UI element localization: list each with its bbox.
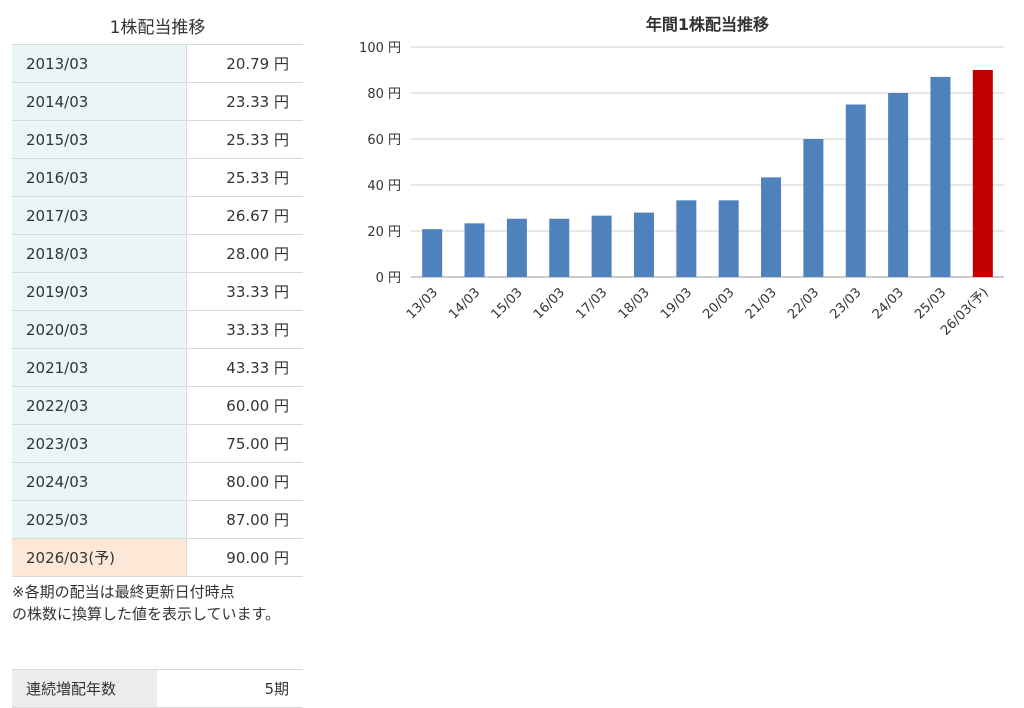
bar bbox=[464, 223, 485, 277]
table-row: 2023/03 75.00 円 bbox=[12, 424, 303, 463]
x-tick-label: 19/03 bbox=[658, 285, 695, 322]
chart-svg: 年間1株配当推移 0 円 20 円 40 円 60 円 80 円 100 円 13/03 14/… bbox=[359, 15, 1004, 339]
dividend-value-cell: 90.00 円 bbox=[186, 538, 303, 577]
bar bbox=[506, 218, 527, 277]
table-row: 2021/03 43.33 円 bbox=[12, 348, 303, 387]
table-row: 2017/03 26.67 円 bbox=[12, 196, 303, 235]
footnote-line-1: ※各期の配当は最終更新日付時点 bbox=[12, 583, 235, 601]
x-tick-label: 16/03 bbox=[531, 285, 568, 322]
table-row: 2018/03 28.00 円 bbox=[12, 234, 303, 273]
dividend-value-cell: 43.33 円 bbox=[186, 348, 303, 387]
dividend-value-cell: 33.33 円 bbox=[186, 272, 303, 311]
bar-forecast bbox=[972, 70, 993, 277]
bar bbox=[633, 212, 654, 277]
x-tick-label: 18/03 bbox=[616, 285, 653, 322]
table-row: 2025/03 87.00 円 bbox=[12, 500, 303, 539]
dividend-value-cell: 33.33 円 bbox=[186, 310, 303, 349]
dividend-table: 2013/03 20.79 円 2014/03 23.33 円 2015/03 25.33… bbox=[12, 44, 303, 577]
x-tick-label: 24/03 bbox=[870, 285, 907, 322]
chart-title: 年間1株配当推移 bbox=[646, 15, 769, 34]
bar bbox=[761, 177, 782, 277]
dividend-value-cell: 87.00 円 bbox=[186, 500, 303, 539]
y-tick-label: 80 円 bbox=[367, 87, 401, 102]
dividend-value-cell: 25.33 円 bbox=[186, 120, 303, 159]
table-row: 2019/03 33.33 円 bbox=[12, 272, 303, 311]
period-cell: 2013/03 bbox=[12, 44, 187, 83]
period-cell: 2020/03 bbox=[12, 310, 187, 349]
bar bbox=[845, 104, 866, 277]
period-cell: 2023/03 bbox=[12, 424, 187, 463]
table-row: 2022/03 60.00 円 bbox=[12, 386, 303, 425]
streak-value: 5期 bbox=[157, 669, 303, 708]
dividend-table-panel: 1株配当推移 2013/03 20.79 円 2014/03 23.33 円 2015/… bbox=[12, 12, 303, 708]
dividend-value-cell: 28.00 円 bbox=[186, 234, 303, 273]
bar bbox=[888, 93, 909, 277]
bar bbox=[591, 215, 612, 277]
x-tick-label: 21/03 bbox=[743, 285, 780, 322]
bar bbox=[422, 229, 443, 277]
table-row: 2024/03 80.00 円 bbox=[12, 462, 303, 501]
y-tick-label: 100 円 bbox=[359, 41, 401, 56]
period-cell: 2024/03 bbox=[12, 462, 187, 501]
x-tick-label: 20/03 bbox=[700, 285, 737, 322]
x-tick-label: 13/03 bbox=[404, 285, 441, 322]
x-tick-label: 17/03 bbox=[573, 285, 610, 322]
streak-table: 連続増配年数 5期 bbox=[12, 669, 303, 708]
period-cell: 2021/03 bbox=[12, 348, 187, 387]
bar bbox=[718, 200, 739, 277]
streak-row: 連続増配年数 5期 bbox=[12, 669, 303, 708]
period-cell: 2025/03 bbox=[12, 500, 187, 539]
x-tick-label: 22/03 bbox=[785, 285, 822, 322]
period-cell: 2022/03 bbox=[12, 386, 187, 425]
footnote-line-2: の株数に換算した値を表示しています。 bbox=[12, 605, 281, 623]
bar bbox=[676, 200, 697, 277]
table-row: 2020/03 33.33 円 bbox=[12, 310, 303, 349]
dividend-value-cell: 25.33 円 bbox=[186, 158, 303, 197]
footnote: ※各期の配当は最終更新日付時点 の株数に換算した値を表示しています。 bbox=[12, 581, 303, 625]
period-cell: 2015/03 bbox=[12, 120, 187, 159]
period-cell: 2017/03 bbox=[12, 196, 187, 235]
period-cell: 2016/03 bbox=[12, 158, 187, 197]
dividend-value-cell: 20.79 円 bbox=[186, 44, 303, 83]
x-tick-label: 14/03 bbox=[446, 285, 483, 322]
period-cell: 2014/03 bbox=[12, 82, 187, 121]
y-tick-label: 20 円 bbox=[367, 225, 401, 240]
period-cell: 2026/03(予) bbox=[12, 538, 187, 577]
bar bbox=[549, 218, 570, 277]
table-row: 2013/03 20.79 円 bbox=[12, 44, 303, 83]
table-row: 2015/03 25.33 円 bbox=[12, 120, 303, 159]
dividend-value-cell: 23.33 円 bbox=[186, 82, 303, 121]
streak-label: 連続増配年数 bbox=[12, 669, 157, 708]
y-tick-label: 60 円 bbox=[367, 133, 401, 148]
period-cell: 2019/03 bbox=[12, 272, 187, 311]
bar bbox=[930, 76, 951, 278]
table-row: 2016/03 25.33 円 bbox=[12, 158, 303, 197]
table-title: 1株配当推移 bbox=[109, 18, 206, 38]
y-tick-label: 40 円 bbox=[367, 179, 401, 194]
x-tick-label: 15/03 bbox=[489, 285, 526, 322]
table-row: 2026/03(予) 90.00 円 bbox=[12, 538, 303, 577]
x-tick-label: 23/03 bbox=[827, 285, 864, 322]
dividend-value-cell: 60.00 円 bbox=[186, 386, 303, 425]
dividend-value-cell: 80.00 円 bbox=[186, 462, 303, 501]
dividend-value-cell: 26.67 円 bbox=[186, 196, 303, 235]
dividend-value-cell: 75.00 円 bbox=[186, 424, 303, 463]
x-tick-label: 25/03 bbox=[912, 285, 949, 322]
period-cell: 2018/03 bbox=[12, 234, 187, 273]
y-tick-label: 0 円 bbox=[376, 271, 401, 286]
bar bbox=[803, 139, 824, 277]
dividend-chart: 年間1株配当推移 0 円 20 円 40 円 60 円 80 円 100 円 13/03 14/… bbox=[330, 0, 1020, 380]
table-row: 2014/03 23.33 円 bbox=[12, 82, 303, 121]
